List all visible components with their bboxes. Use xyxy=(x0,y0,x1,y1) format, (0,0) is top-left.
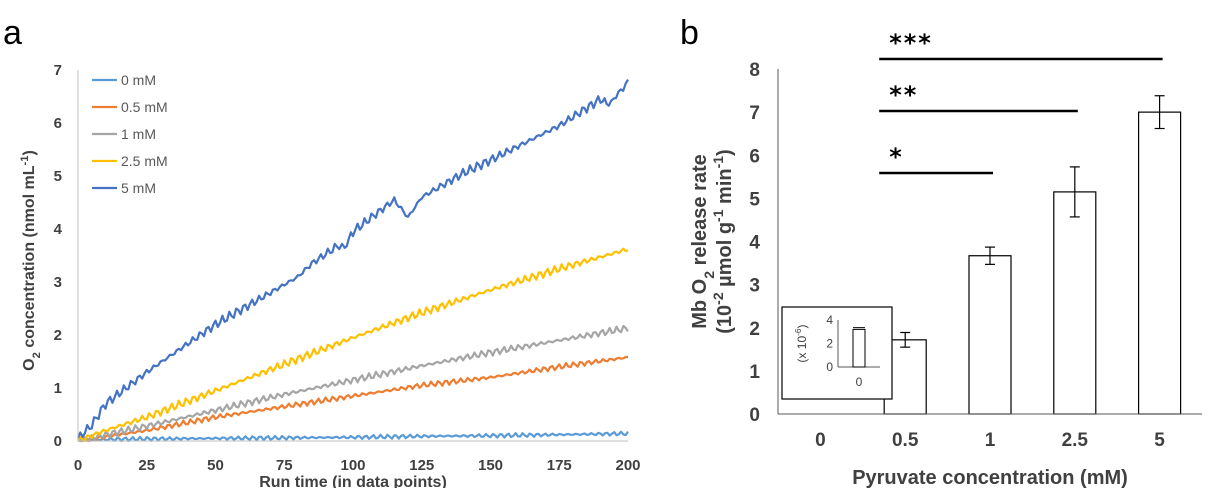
y-tick-labels: 0 1 2 3 4 5 6 7 8 xyxy=(749,60,760,426)
x-tick-label: 150 xyxy=(478,457,503,474)
inset-chart: 0 2 4 0 (x 10-6) xyxy=(781,306,893,400)
series-lines xyxy=(76,79,629,443)
x-tick-label: 1 xyxy=(985,430,996,451)
error-bar-1 xyxy=(985,246,995,265)
y-tick-label: 0 xyxy=(54,433,62,450)
line-chart: 0 1 2 3 4 5 6 7 0 25 50 75 100 125 150 175 200 0 mM 0.5 … xyxy=(19,62,641,488)
y-tick-label: 6 xyxy=(54,115,62,132)
error-bars xyxy=(900,95,1165,348)
x-tick-label: 100 xyxy=(340,457,365,474)
legend: 0 mM 0.5 mM 1 mM 2.5 mM 5 mM xyxy=(92,72,168,196)
legend-label-1-mm: 1 mM xyxy=(121,126,156,142)
y-axis-title-line2: (10-2 µmol g-1 min-1) xyxy=(710,149,736,333)
y-tick-labels: 0 1 2 3 4 5 6 7 xyxy=(54,62,63,450)
y-tick-label: 2 xyxy=(54,327,62,344)
y-tick-label: 4 xyxy=(749,233,760,254)
inset-x-tick-label: 0 xyxy=(856,375,863,389)
legend-label-0-mm: 0 mM xyxy=(121,72,156,88)
x-tick-label: 75 xyxy=(276,457,293,474)
bar-5 xyxy=(1137,111,1182,415)
series-line-2-5-mm xyxy=(77,247,629,443)
x-tick-label: 175 xyxy=(547,457,572,474)
legend-label-2-5-mm: 2.5 mM xyxy=(121,153,168,169)
x-tick-label: 2.5 xyxy=(1062,430,1089,451)
inset-bar xyxy=(852,328,866,368)
y-tick-label: 0 xyxy=(749,405,760,426)
x-tick-label: 5 xyxy=(1154,430,1165,451)
y-tick-label: 3 xyxy=(749,276,760,297)
y-tick-label: 1 xyxy=(749,362,760,383)
x-axis-title: Pyruvate concentration (mM) xyxy=(852,467,1128,488)
series-line-5-mm xyxy=(76,79,629,439)
y-axis-title-line1: Mb O2 release rate xyxy=(689,154,717,329)
significance-label: * xyxy=(889,143,904,171)
y-tick-label: 5 xyxy=(54,168,62,185)
x-tick-label: 0 xyxy=(815,430,826,451)
x-tick-label: 50 xyxy=(207,457,224,474)
bar-2-5 xyxy=(1053,191,1097,415)
inset-frame xyxy=(781,306,893,400)
legend-label-5-mm: 5 mM xyxy=(121,180,156,196)
error-bar-0-5 xyxy=(900,331,911,348)
series-line-0-mm xyxy=(77,430,629,443)
series-line-1-mm xyxy=(77,324,629,443)
x-tick-labels: 0 25 50 75 100 125 150 175 200 xyxy=(74,457,641,474)
y-tick-label: 4 xyxy=(54,221,63,238)
bar-1 xyxy=(968,255,1012,415)
inset-y-axis-title: (x 10-6) xyxy=(793,324,809,362)
series-line-0-5-mm xyxy=(77,355,628,443)
x-tick-label: 0 xyxy=(74,457,82,474)
y-tick-label: 5 xyxy=(749,189,760,210)
x-axis-title: Run time (in data points) xyxy=(259,474,447,488)
y-tick-label: 7 xyxy=(54,62,62,79)
panel-b-letter: b xyxy=(680,14,699,52)
inset-y-tick-label: 4 xyxy=(826,313,833,327)
y-tick-label: 2 xyxy=(749,319,760,340)
bars xyxy=(883,111,1182,415)
x-tick-labels: 0 0.5 1 2.5 5 xyxy=(815,430,1165,451)
panel-a-letter: a xyxy=(3,14,22,52)
y-tick-label: 8 xyxy=(749,60,760,81)
x-tick-label: 200 xyxy=(615,457,640,474)
x-tick-label: 125 xyxy=(409,457,434,474)
y-axis-title: O2 concentration (nmol mL-1) xyxy=(19,150,43,371)
y-tick-label: 1 xyxy=(54,380,62,397)
inset-y-tick-label: 0 xyxy=(826,360,833,374)
significance-brackets: ****** xyxy=(879,29,1163,175)
y-tick-label: 7 xyxy=(749,103,760,124)
inset-y-tick-label: 2 xyxy=(826,337,833,351)
significance-label: ** xyxy=(889,81,918,109)
x-tick-label: 25 xyxy=(138,457,155,474)
error-bar-2-5 xyxy=(1069,166,1080,218)
error-bar-5 xyxy=(1154,95,1165,130)
significance-label: *** xyxy=(889,29,933,57)
x-tick-label: 0.5 xyxy=(892,430,919,451)
legend-label-0-5-mm: 0.5 mM xyxy=(121,99,168,115)
y-tick-label: 3 xyxy=(54,274,62,291)
y-tick-label: 6 xyxy=(749,146,760,167)
